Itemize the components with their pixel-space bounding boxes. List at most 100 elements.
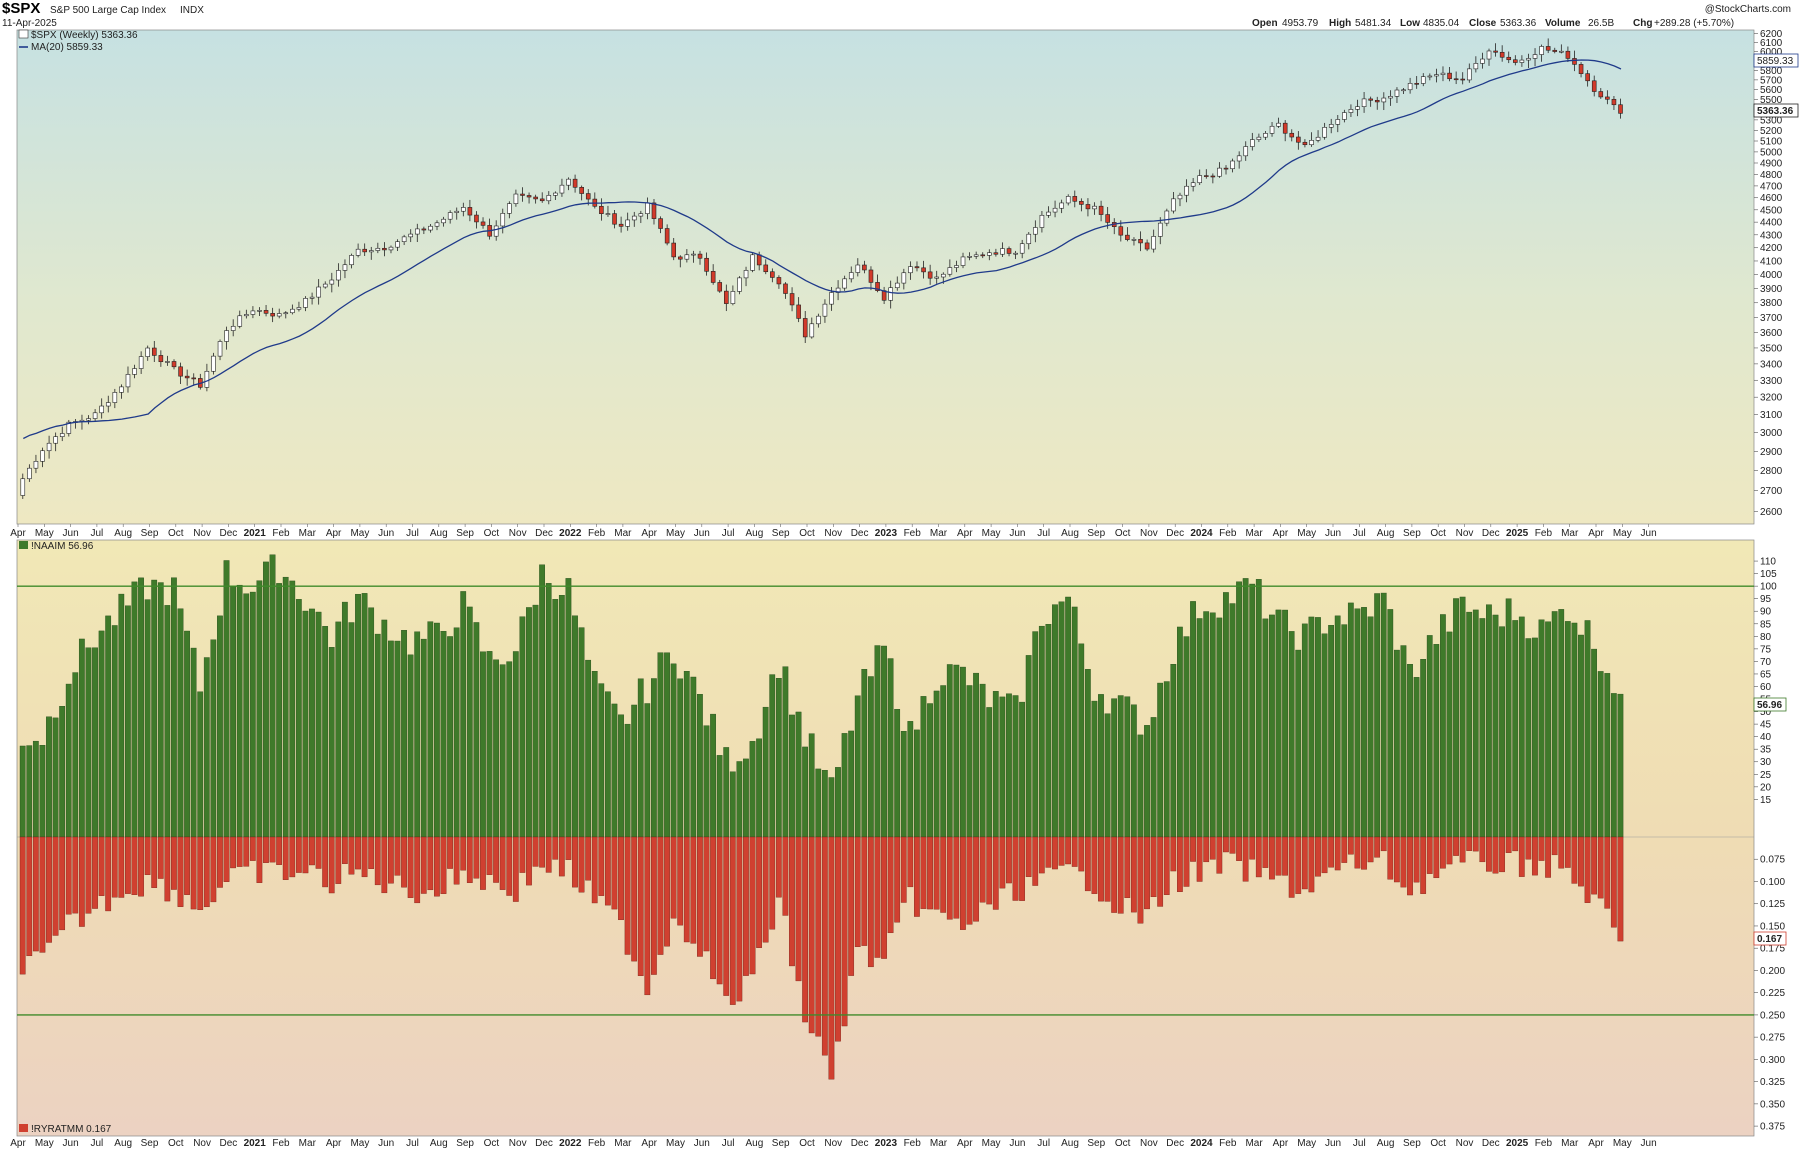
candle-body — [1467, 68, 1472, 81]
naaim-bar — [604, 691, 611, 838]
ryratmm-bar — [927, 836, 933, 910]
candle-body — [46, 442, 52, 452]
candle-body — [342, 264, 348, 271]
naaim-bar — [480, 651, 486, 838]
naaim-bar — [775, 678, 782, 838]
naaim-bar — [1038, 625, 1045, 838]
candle-body — [526, 195, 532, 198]
candle-body — [1059, 202, 1064, 209]
y-tick-label: 0.075 — [1760, 855, 1785, 866]
candle-body — [1559, 50, 1564, 53]
x-tick-label: Jul — [406, 528, 419, 539]
y-tick-label: 5200 — [1760, 126, 1783, 137]
candle-body — [165, 361, 170, 363]
x-tick-label: Mar — [299, 528, 317, 539]
naaim-bar — [1052, 604, 1058, 838]
x-tick-label: Dec — [220, 528, 238, 539]
ryratmm-bar — [282, 836, 289, 880]
candle-body — [1499, 51, 1505, 58]
candle-body — [651, 202, 657, 219]
naaim-bar — [506, 661, 513, 838]
naaim-bar — [1223, 592, 1229, 838]
x-tick-label: Jul — [722, 528, 735, 539]
candle-body — [1177, 194, 1183, 200]
naaim-bar — [1117, 695, 1124, 838]
ryratmm-bar — [105, 836, 112, 912]
naaim-bar — [749, 741, 756, 838]
ryratmm-bar — [1597, 836, 1604, 899]
ryratmm-bar — [631, 836, 638, 962]
ryratmm-bar — [677, 836, 684, 926]
candle-body — [1420, 76, 1426, 84]
x-tick-label: Feb — [1219, 528, 1237, 539]
y-tick-label: 0.175 — [1760, 944, 1785, 955]
candle-body — [809, 323, 815, 338]
candle-body — [184, 375, 190, 379]
naaim-bar — [1006, 693, 1012, 838]
candle-body — [322, 283, 328, 288]
chg-value: +289.28 (+5.70%) — [1654, 18, 1734, 29]
naaim-bar — [1157, 682, 1164, 838]
candle-body — [1171, 198, 1176, 212]
ryratmm-bar — [249, 836, 256, 861]
ryratmm-bar — [374, 836, 381, 886]
naaim-bar — [447, 636, 453, 838]
naaim-bar — [282, 576, 289, 838]
last-price-badge: 5363.36 — [1753, 103, 1799, 118]
y-tick-label: 5000 — [1760, 147, 1783, 158]
ryratmm-bar — [1334, 836, 1341, 871]
ryratmm-bar — [703, 836, 710, 952]
naaim-bar — [900, 731, 907, 838]
candle-body — [368, 250, 374, 253]
x-tick-label: Dec — [220, 1138, 238, 1149]
ryratmm-bar — [526, 836, 532, 886]
candle-body — [132, 368, 137, 375]
ryratmm-bar — [26, 836, 33, 957]
naaim-bar — [690, 676, 697, 838]
x-tick-label: Dec — [1482, 528, 1500, 539]
naaim-bar — [1065, 596, 1072, 838]
ryratmm-bar — [900, 836, 907, 903]
candle-body — [257, 310, 262, 312]
ryratmm-bar — [979, 836, 986, 903]
candle-body — [1223, 167, 1229, 170]
candle-body — [1598, 91, 1604, 98]
y-tick-label: 5100 — [1760, 137, 1783, 148]
naaim-bar — [401, 630, 407, 838]
candle-body — [401, 236, 407, 242]
naaim-bar — [111, 625, 118, 838]
candle-body — [1572, 58, 1577, 65]
x-tick-label: 2022 — [559, 1138, 582, 1149]
naaim-bar — [486, 651, 493, 838]
naaim-bar — [657, 652, 664, 838]
candle-body — [585, 193, 591, 200]
x-tick-label: Mar — [299, 1138, 317, 1149]
candle-body — [868, 269, 874, 283]
candle-body — [447, 212, 453, 220]
x-tick-label: 2024 — [1190, 528, 1213, 539]
x-tick-label: Mar — [614, 528, 632, 539]
naaim-bar — [992, 691, 999, 838]
naaim-bar — [276, 583, 282, 838]
naaim-legend-label: !NAAIM 56.96 — [31, 541, 94, 552]
naaim-bar — [539, 564, 545, 838]
candle-body — [987, 252, 992, 256]
y-tick-label: 40 — [1760, 732, 1772, 743]
candle-body — [763, 264, 769, 273]
volume-label: Volume — [1545, 18, 1581, 29]
naaim-bar — [1374, 593, 1381, 838]
x-tick-label: Apr — [10, 1138, 26, 1149]
x-tick-label: Jun — [1641, 1138, 1657, 1149]
candle-body — [967, 256, 972, 258]
naaim-bar — [736, 761, 743, 838]
y-tick-label: 50 — [1760, 707, 1772, 718]
candle-body — [1374, 100, 1380, 103]
candle-body — [421, 228, 427, 231]
candle-body — [1269, 125, 1275, 134]
ryratmm-bar — [1098, 836, 1104, 902]
x-tick-label: Nov — [509, 1138, 527, 1149]
y-tick-label: 6100 — [1760, 38, 1783, 49]
candle-body — [303, 298, 308, 308]
candle-body — [1368, 98, 1373, 101]
candle-body — [158, 355, 164, 363]
